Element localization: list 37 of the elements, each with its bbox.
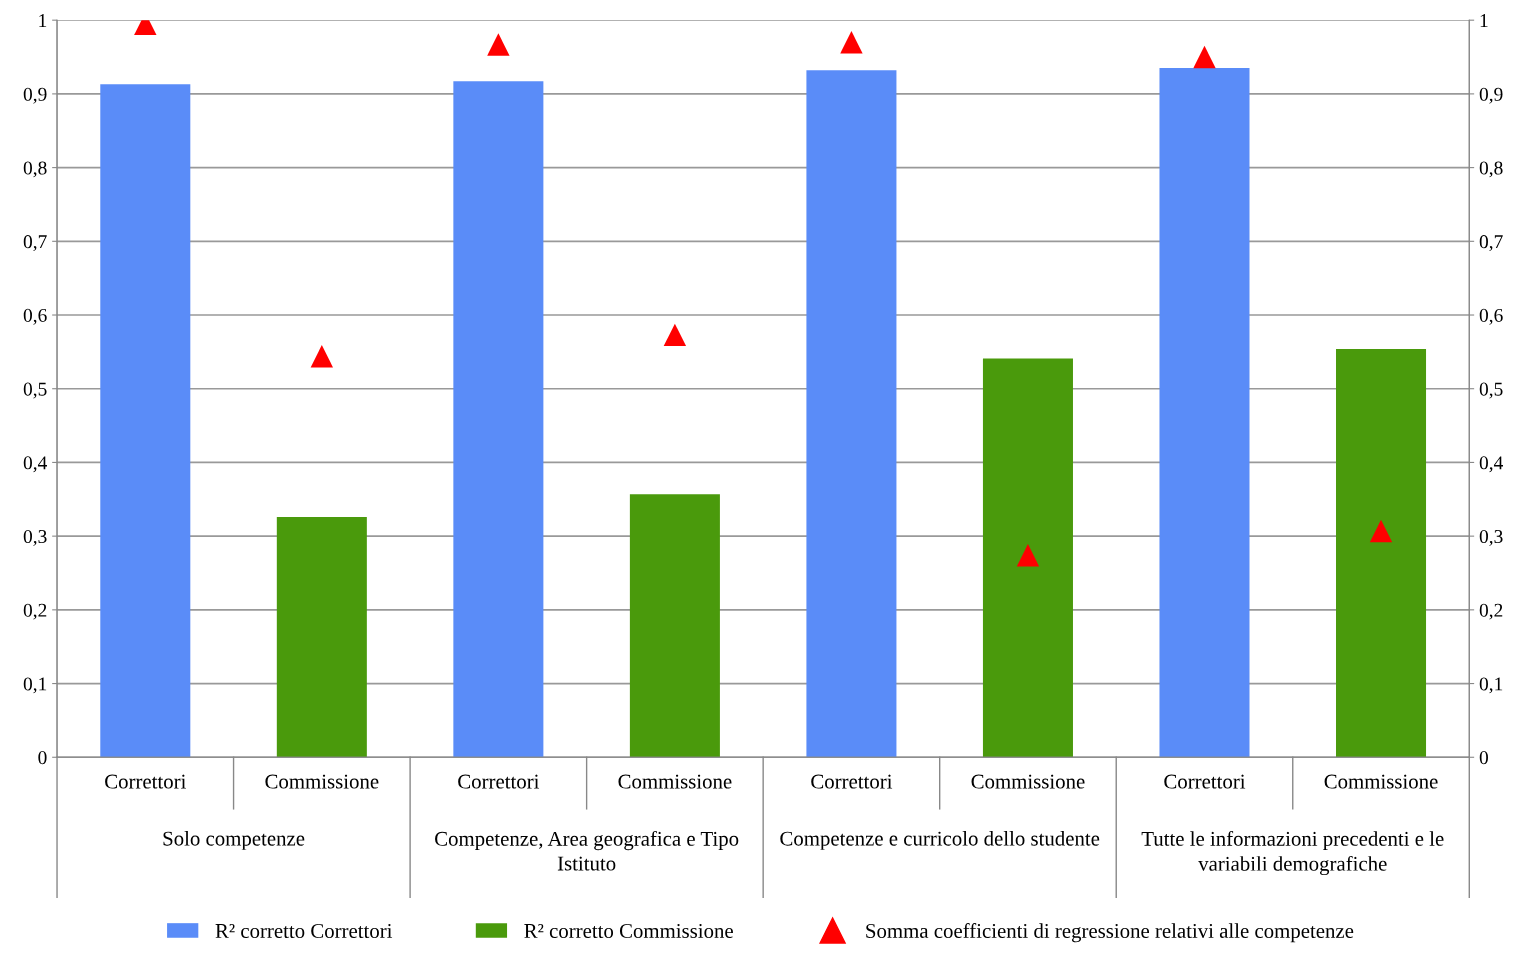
y-tick-label: 1: [39, 14, 47, 27]
y-tick-label: 0,7: [23, 235, 47, 252]
y-tick-label: 0,9: [23, 87, 47, 104]
y2-tick-label: 0,9: [1479, 87, 1503, 104]
legend-label: R² corretto Commissione: [524, 923, 733, 938]
y-tick-label: 0,5: [23, 382, 47, 399]
y-tick-label: 0: [38, 751, 47, 765]
x-tick-label: Commissione: [618, 774, 732, 789]
text: Tutte le informazioni precedenti e le variabili demografiche: [1141, 830, 1444, 876]
y2-tick-label: 0: [1479, 751, 1488, 765]
text: Competenze, Area geografica e Tipo Istituto: [435, 830, 739, 871]
x-tick-label: Correttori: [1164, 774, 1246, 789]
x-tick-label: Commissione: [971, 774, 1085, 789]
y2-tick-label: 0,8: [1479, 161, 1503, 178]
y-tick-label: 0,8: [23, 161, 47, 178]
legend-label: Somma coefficienti di regressione relativi alle competenze: [866, 923, 1354, 943]
y-tick-label: 0,3: [23, 529, 47, 546]
y2-tick-label: 0,2: [1479, 603, 1503, 620]
y2-tick-label: 0,4: [1479, 456, 1504, 473]
text: Solo competenze: [163, 830, 305, 850]
y2-tick-label: 0,7: [1479, 235, 1503, 252]
y2-tick-label: 0,3: [1479, 529, 1503, 546]
text: Competenze e curricolo dello studente: [780, 830, 1100, 850]
x-tick-label: Correttori: [105, 774, 186, 789]
y2-tick-label: 0,6: [1479, 308, 1503, 325]
y2-tick-label: 1: [1480, 14, 1488, 27]
x-tick-label: Commissione: [265, 774, 379, 789]
y-tick-label: 0,1: [23, 677, 47, 694]
legend-label: R² corretto Correttori: [215, 923, 393, 938]
y2-tick-label: 0,1: [1479, 677, 1503, 694]
x-tick-label: Commissione: [1324, 774, 1438, 789]
y-tick-label: 0,2: [23, 603, 47, 620]
x-tick-label: Correttori: [458, 774, 540, 789]
x-tick-label: Correttori: [811, 774, 893, 789]
y2-tick-label: 0,5: [1479, 382, 1503, 399]
y-tick-label: 0,6: [23, 308, 47, 325]
y-tick-label: 0,4: [23, 456, 48, 473]
